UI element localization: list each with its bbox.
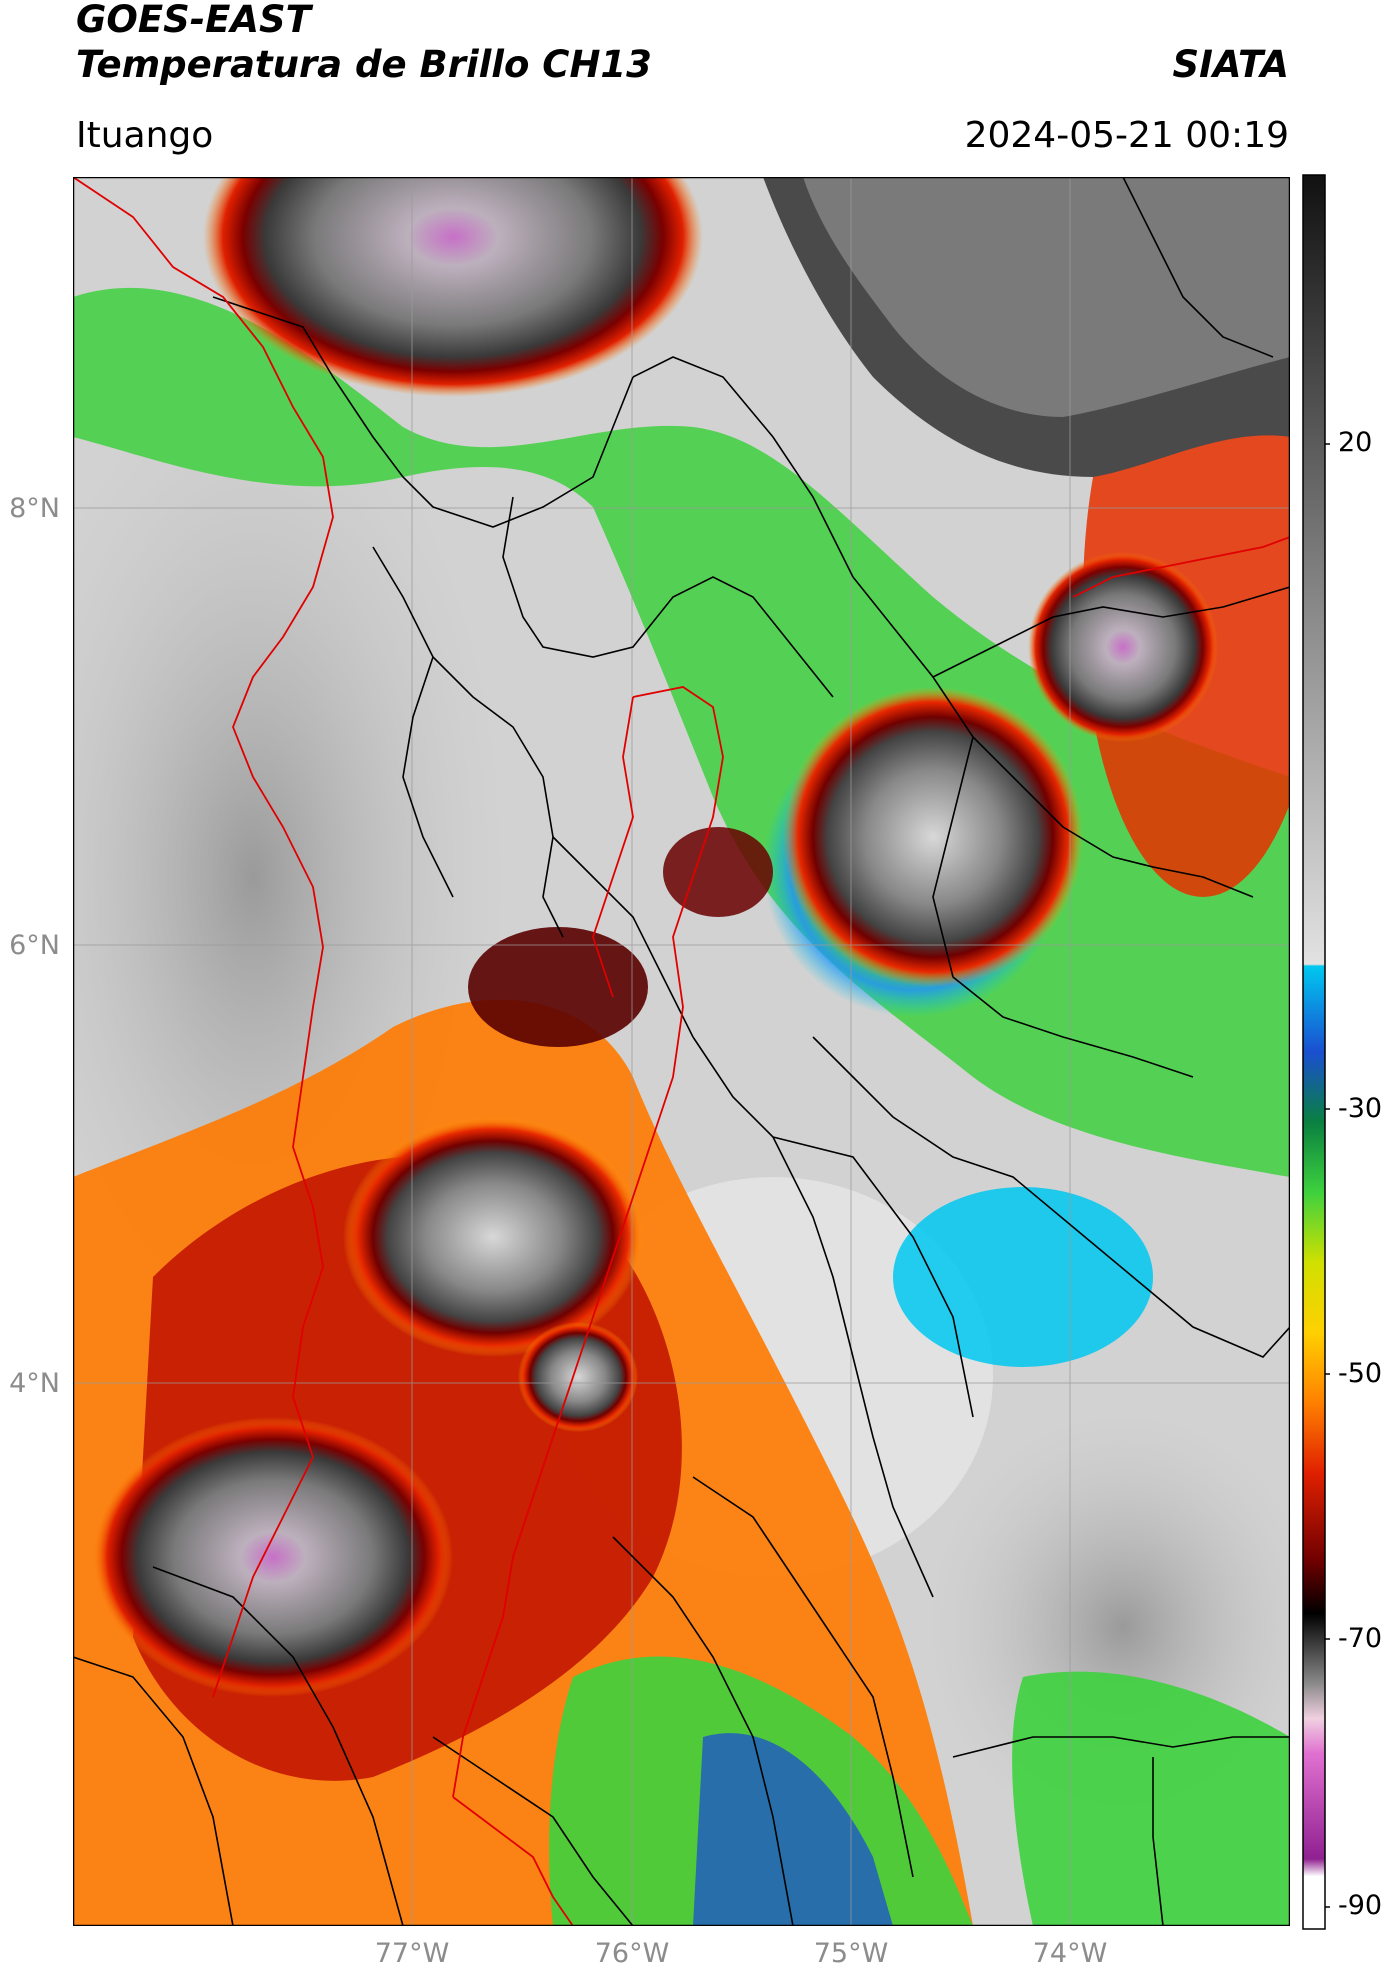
storm-cell-northeast	[1028, 552, 1218, 742]
lat-label-8N: 8°N	[9, 493, 60, 524]
storm-cell-southwest	[93, 1417, 453, 1697]
colorbar-label-minus90: -90	[1338, 1890, 1383, 1921]
lon-label-77W: 77°W	[374, 1938, 450, 1969]
product-title: Temperatura de Brillo CH13	[76, 43, 652, 86]
location-label: Ituango	[76, 115, 214, 156]
storm-cell-center	[468, 927, 648, 1047]
colorbar-label-minus70: -70	[1338, 1623, 1383, 1654]
colorbar-label-minus50: -50	[1338, 1358, 1383, 1389]
cloud-shield-northeast-core	[803, 177, 1290, 417]
gridlines	[73, 177, 1290, 1926]
storm-cell-center-east	[663, 827, 773, 917]
admin-boundaries	[73, 177, 1290, 1926]
colorbar-label-minus30: -30	[1338, 1093, 1383, 1124]
storm-cell-southwest-mid	[518, 1322, 638, 1432]
brightness-temperature-map	[73, 177, 1290, 1926]
storm-cell-north	[203, 177, 703, 397]
lon-label-76W: 76°W	[594, 1938, 670, 1969]
lat-label-4N: 4°N	[9, 1368, 60, 1399]
department-boundary	[73, 177, 1290, 1926]
lon-label-74W: 74°W	[1032, 1938, 1108, 1969]
satellite-title: GOES-EAST	[76, 0, 311, 41]
timestamp-label: 2024-05-21 00:19	[964, 115, 1289, 156]
band-south-blue	[693, 1733, 893, 1926]
colorbar-label-20: 20	[1338, 427, 1373, 458]
storm-cell-east	[783, 687, 1083, 987]
storm-cell-southwest-north	[343, 1117, 643, 1357]
band-southeast-green	[1012, 1671, 1290, 1926]
colorbar-scale	[1302, 174, 1326, 1930]
map-frame	[73, 177, 1290, 1926]
cold-patch-cyan	[893, 1187, 1153, 1367]
lat-label-6N: 6°N	[9, 930, 60, 961]
colorbar-ticks	[1325, 443, 1330, 1908]
organization-label: SIATA	[1172, 43, 1289, 86]
colorbar	[1302, 174, 1330, 1930]
lon-label-75W: 75°W	[813, 1938, 889, 1969]
